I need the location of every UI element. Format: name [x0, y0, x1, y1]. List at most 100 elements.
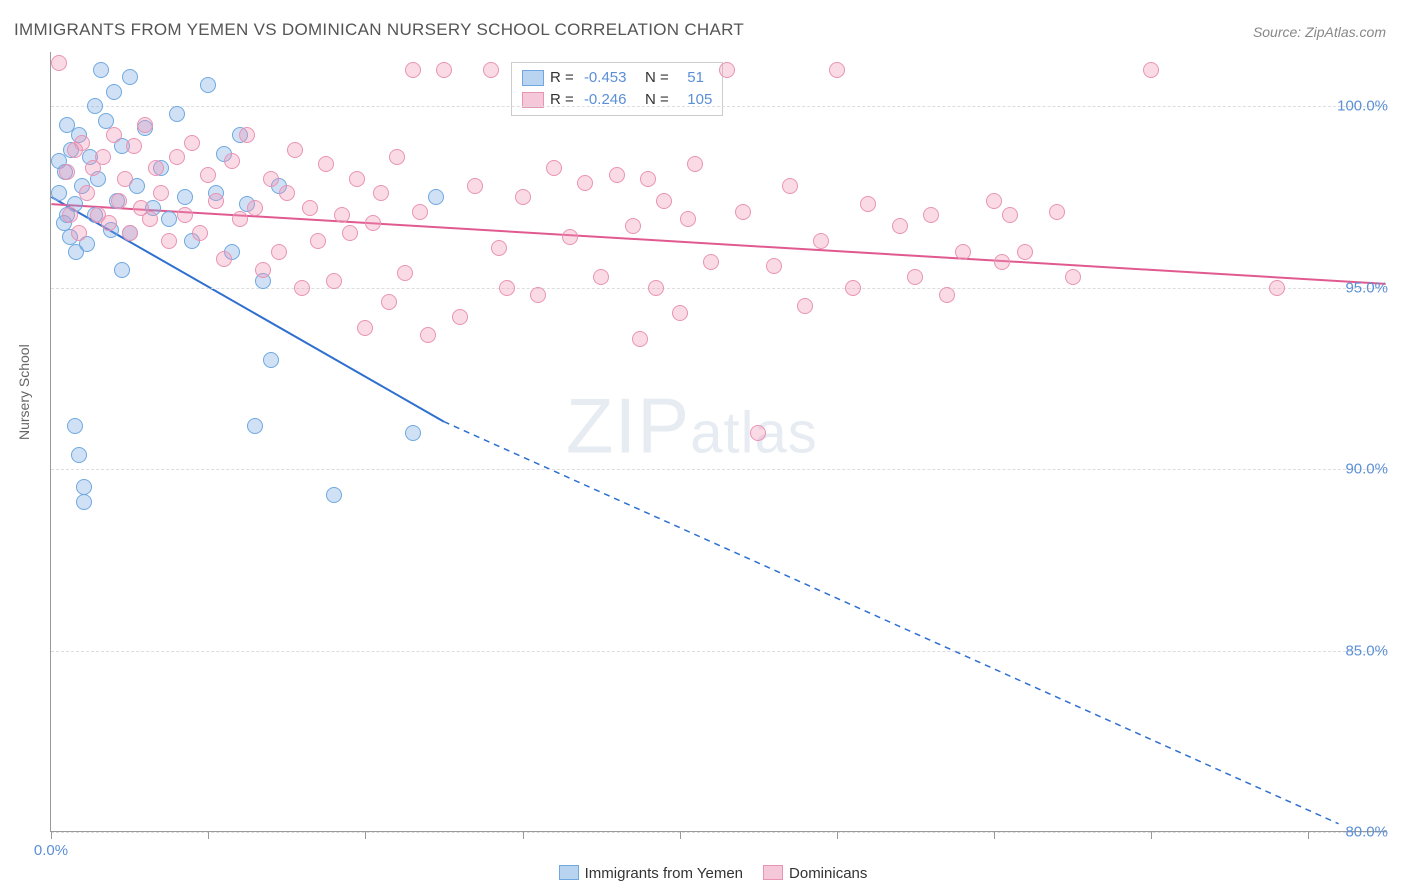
data-point	[161, 211, 177, 227]
data-point	[287, 142, 303, 158]
data-point	[232, 211, 248, 227]
trend-line-extrapolated	[444, 422, 1339, 824]
chart-title: IMMIGRANTS FROM YEMEN VS DOMINICAN NURSE…	[14, 20, 744, 40]
y-tick-label: 90.0%	[1345, 461, 1388, 478]
data-point	[106, 127, 122, 143]
data-point	[200, 167, 216, 183]
data-point	[483, 62, 499, 78]
gridline	[51, 832, 1386, 833]
data-point	[467, 178, 483, 194]
data-point	[750, 425, 766, 441]
legend-swatch	[763, 865, 783, 880]
data-point	[577, 175, 593, 191]
data-point	[687, 156, 703, 172]
correlation-legend: R = -0.453 N = 51R = -0.246 N = 105	[511, 62, 723, 116]
data-point	[279, 185, 295, 201]
legend-n-value: 51	[679, 67, 704, 89]
trend-lines-svg	[51, 52, 1386, 831]
y-tick-label: 100.0%	[1337, 98, 1388, 115]
data-point	[703, 254, 719, 270]
data-point	[648, 280, 664, 296]
data-point	[499, 280, 515, 296]
data-point	[169, 106, 185, 122]
data-point	[994, 254, 1010, 270]
data-point	[986, 193, 1002, 209]
data-point	[640, 171, 656, 187]
y-tick-label: 80.0%	[1345, 824, 1388, 841]
data-point	[200, 77, 216, 93]
legend-label: Dominicans	[789, 865, 867, 882]
legend-r-label: R =	[550, 89, 578, 111]
data-point	[106, 84, 122, 100]
data-point	[177, 207, 193, 223]
chart-container: IMMIGRANTS FROM YEMEN VS DOMINICAN NURSE…	[0, 0, 1406, 892]
data-point	[955, 244, 971, 260]
data-point	[122, 225, 138, 241]
data-point	[247, 200, 263, 216]
legend-label: Immigrants from Yemen	[585, 865, 743, 882]
data-point	[71, 447, 87, 463]
data-point	[177, 189, 193, 205]
data-point	[117, 171, 133, 187]
legend-swatch	[522, 70, 544, 86]
data-point	[74, 135, 90, 151]
data-point	[216, 251, 232, 267]
trend-line	[51, 204, 1385, 284]
data-point	[239, 127, 255, 143]
data-point	[247, 418, 263, 434]
data-point	[829, 62, 845, 78]
data-point	[782, 178, 798, 194]
legend-row: R = -0.246 N = 105	[522, 89, 712, 111]
data-point	[1143, 62, 1159, 78]
data-point	[412, 204, 428, 220]
data-point	[318, 156, 334, 172]
x-tick-label: 0.0%	[34, 842, 68, 859]
data-point	[137, 117, 153, 133]
data-point	[122, 69, 138, 85]
data-point	[153, 185, 169, 201]
data-point	[93, 62, 109, 78]
data-point	[71, 225, 87, 241]
data-point	[271, 244, 287, 260]
data-point	[62, 207, 78, 223]
data-point	[208, 193, 224, 209]
legend-n-label: N =	[632, 89, 672, 111]
data-point	[632, 331, 648, 347]
data-point	[224, 153, 240, 169]
data-point	[813, 233, 829, 249]
data-point	[428, 189, 444, 205]
data-point	[142, 211, 158, 227]
data-point	[719, 62, 735, 78]
data-point	[939, 287, 955, 303]
data-point	[860, 196, 876, 212]
data-point	[766, 258, 782, 274]
watermark: ZIPatlas	[566, 380, 818, 471]
x-tick	[51, 831, 52, 839]
data-point	[845, 280, 861, 296]
data-point	[342, 225, 358, 241]
data-point	[294, 280, 310, 296]
data-point	[255, 262, 271, 278]
legend-r-value: -0.453	[584, 67, 627, 89]
gridline	[51, 106, 1386, 107]
data-point	[263, 171, 279, 187]
y-tick-label: 95.0%	[1345, 279, 1388, 296]
data-point	[111, 193, 127, 209]
data-point	[625, 218, 641, 234]
data-point	[67, 418, 83, 434]
data-point	[126, 138, 142, 154]
data-point	[656, 193, 672, 209]
data-point	[892, 218, 908, 234]
x-tick	[837, 831, 838, 839]
data-point	[184, 135, 200, 151]
legend-row: R = -0.453 N = 51	[522, 67, 712, 89]
x-tick	[208, 831, 209, 839]
data-point	[923, 207, 939, 223]
data-point	[169, 149, 185, 165]
data-point	[530, 287, 546, 303]
data-point	[114, 262, 130, 278]
data-point	[357, 320, 373, 336]
data-point	[381, 294, 397, 310]
data-point	[546, 160, 562, 176]
x-tick	[365, 831, 366, 839]
